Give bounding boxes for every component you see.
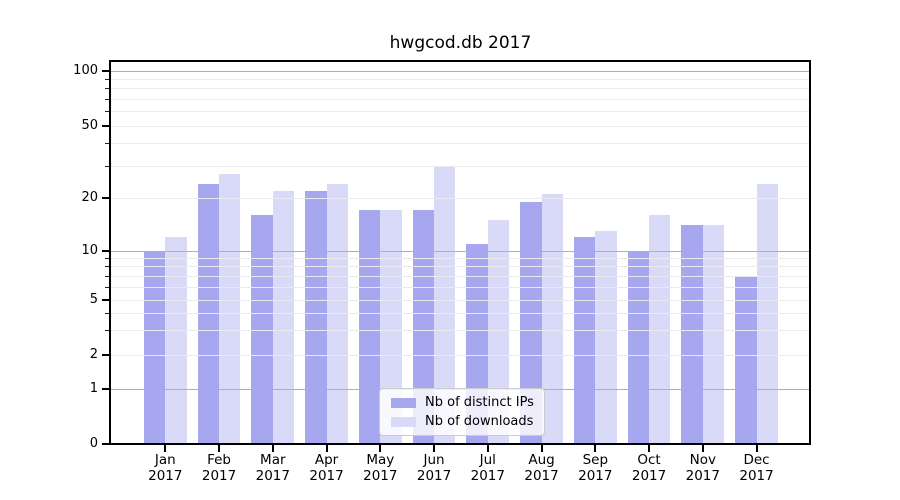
x-tick-label-jun: Jun 2017 [416,452,452,484]
bar-distinct-ips-mar [251,215,273,443]
y-tick-minor-30 [105,165,109,167]
bar-downloads-mar [272,190,295,443]
bar-distinct-ips-aug [520,201,542,443]
x-tick-oct [648,445,651,452]
y-tick-label-1: 1 [89,381,98,396]
y-tick-label-0: 0 [89,436,98,451]
gridline-y-minor-90 [111,78,809,80]
y-tick-label-100: 100 [73,63,98,78]
y-tick-minor-3 [105,330,109,332]
y-tick-minor-8 [105,266,109,268]
gridline-y-minor-70 [111,98,809,100]
y-tick-100 [102,70,109,72]
gridline-y-minor-80 [111,88,809,90]
y-tick-50 [102,125,109,127]
chart-title: hwgcod.db 2017 [389,33,532,53]
y-tick-minor-60 [105,111,109,113]
bar-distinct-ips-oct [627,251,650,443]
y-tick-minor-40 [105,143,109,145]
legend: Nb of distinct IPs Nb of downloads [379,388,545,436]
gridline-y-50 [111,125,809,127]
y-tick-minor-9 [105,257,109,259]
y-tick-10 [102,250,109,252]
x-tick-label-sep: Sep 2017 [578,452,613,484]
y-tick-minor-6 [105,286,109,288]
y-tick-20 [102,197,109,199]
x-tick-label-oct: Oct 2017 [631,452,667,484]
bar-distinct-ips-jan [143,251,166,443]
y-tick-2 [102,354,109,357]
x-tick-jul [486,445,489,452]
bar-distinct-ips-jun [412,210,435,443]
y-tick-0 [102,443,109,445]
x-tick-aug [540,445,543,452]
legend-item-distinct-ips: Nb of distinct IPs [391,395,544,410]
gridline-y-minor-60 [111,111,809,113]
x-tick-label-mar: Mar 2017 [255,452,290,484]
x-tick-mar [271,445,274,452]
gridline-y-minor-30 [111,165,809,167]
bar-distinct-ips-sep [573,237,596,443]
legend-label-downloads: Nb of downloads [425,414,534,429]
x-tick-jun [433,445,436,452]
bar-downloads-sep [595,230,617,443]
x-tick-dec [755,445,758,452]
y-tick-label-2: 2 [89,347,98,363]
x-tick-label-jan: Jan 2017 [148,452,183,484]
gridline-y-100 [111,70,809,72]
gridline-y-minor-6 [111,286,809,288]
y-tick-minor-7 [105,275,109,277]
gridline-y-minor-40 [111,143,809,145]
bar-downloads-feb [219,174,241,443]
x-tick-may [379,445,382,452]
bar-distinct-ips-dec [735,276,757,443]
y-tick-5 [102,299,109,301]
bar-downloads-may [380,210,402,443]
y-tick-minor-4 [105,312,109,314]
gridline-y-2 [111,354,809,356]
y-tick-minor-80 [105,88,109,90]
y-tick-1 [102,388,109,390]
bar-downloads-jun [434,166,456,443]
y-tick-label-10: 10 [81,243,98,258]
bar-downloads-oct [649,215,671,443]
x-tick-feb [218,445,221,452]
legend-label-distinct-ips: Nb of distinct IPs [425,395,534,410]
x-tick-label-jul: Jul 2017 [470,452,505,484]
x-tick-nov [701,445,704,452]
gridline-y-10 [111,250,809,252]
gridline-y-minor-7 [111,275,809,277]
y-tick-label-20: 20 [81,190,98,205]
x-tick-sep [594,445,597,452]
x-tick-label-apr: Apr 2017 [309,452,344,484]
legend-swatch-downloads-icon [391,416,416,427]
y-tick-label-5: 5 [89,292,98,307]
bar-downloads-jan [165,237,187,443]
x-tick-label-nov: Nov 2017 [685,452,720,484]
gridline-y-minor-8 [111,266,809,268]
x-tick-jan [164,445,167,452]
bar-distinct-ips-apr [305,190,327,443]
x-tick-label-aug: Aug 2017 [524,452,559,484]
y-tick-minor-90 [105,78,109,80]
legend-swatch-distinct-ips-icon [391,397,416,408]
gridline-y-20 [111,197,809,199]
bar-distinct-ips-may [358,210,381,443]
bar-downloads-aug [541,194,563,443]
x-tick-label-dec: Dec 2017 [739,452,774,484]
x-tick-apr [325,445,328,452]
x-tick-label-feb: Feb 2017 [201,452,237,484]
gridline-y-5 [111,299,809,301]
legend-item-downloads: Nb of downloads [391,414,544,429]
y-tick-minor-70 [105,98,109,100]
x-tick-label-may: May 2017 [363,452,398,484]
gridline-y-minor-4 [111,312,809,314]
gridline-y-minor-3 [111,330,809,332]
y-tick-label-50: 50 [81,118,98,133]
gridline-y-minor-9 [111,257,809,259]
